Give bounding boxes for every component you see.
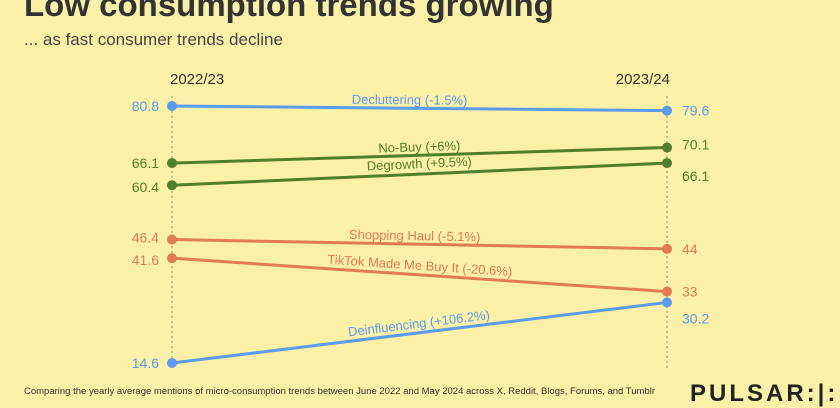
x-label-end: 2023/24 xyxy=(616,71,670,88)
labels-layer: 2022/23 2023/24 80.8 79.6 Decluttering (-1.5… xyxy=(132,71,710,371)
series-name-label: Decluttering (-1.5%) xyxy=(352,92,468,108)
series-line xyxy=(171,104,668,113)
value-label-end: 79.6 xyxy=(682,103,709,119)
data-point xyxy=(662,243,672,254)
data-point xyxy=(167,101,177,111)
series-name-label: No-Buy (+6%) xyxy=(378,138,460,156)
series-name-label: Shopping Haul (-5.1%) xyxy=(349,227,481,244)
x-label-start: 2022/23 xyxy=(170,71,224,88)
data-point xyxy=(662,142,672,153)
data-point xyxy=(662,105,672,116)
series-line xyxy=(171,300,668,365)
series-line xyxy=(171,238,668,251)
value-label-end: 44 xyxy=(682,241,698,257)
series-name-label: Deinfluencing (+106.2%) xyxy=(347,307,490,339)
value-label-start: 60.4 xyxy=(132,179,159,195)
value-label-start: 80.8 xyxy=(132,98,159,114)
data-point xyxy=(167,358,177,368)
data-point xyxy=(662,158,672,169)
data-point xyxy=(662,297,672,308)
axes-layer xyxy=(171,96,668,368)
value-label-end: 70.1 xyxy=(682,137,709,153)
value-label-end: 30.2 xyxy=(682,310,709,326)
brand-logo: PULSAR:|: xyxy=(690,380,839,407)
value-label-start: 66.1 xyxy=(132,155,159,171)
data-point xyxy=(167,253,177,264)
series-line xyxy=(171,146,668,165)
value-label-end: 66.1 xyxy=(682,168,709,184)
series-line xyxy=(171,161,668,187)
chart-subtitle: ... as fast consumer trends decline xyxy=(24,30,283,49)
lines-layer xyxy=(167,101,672,368)
footnote: Comparing the yearly average mentions of… xyxy=(24,386,656,397)
chart-title: Low consumption trends growing xyxy=(24,0,554,23)
data-point xyxy=(167,158,177,169)
series-name-label: Degrowth (+9.5%) xyxy=(366,154,472,174)
data-point xyxy=(167,180,177,191)
value-label-end: 33 xyxy=(682,284,698,300)
series-line xyxy=(171,256,668,294)
value-label-start: 41.6 xyxy=(132,252,159,268)
data-point xyxy=(662,286,672,297)
value-label-start: 46.4 xyxy=(132,230,159,246)
data-point xyxy=(167,234,177,245)
value-label-start: 14.6 xyxy=(132,355,159,371)
